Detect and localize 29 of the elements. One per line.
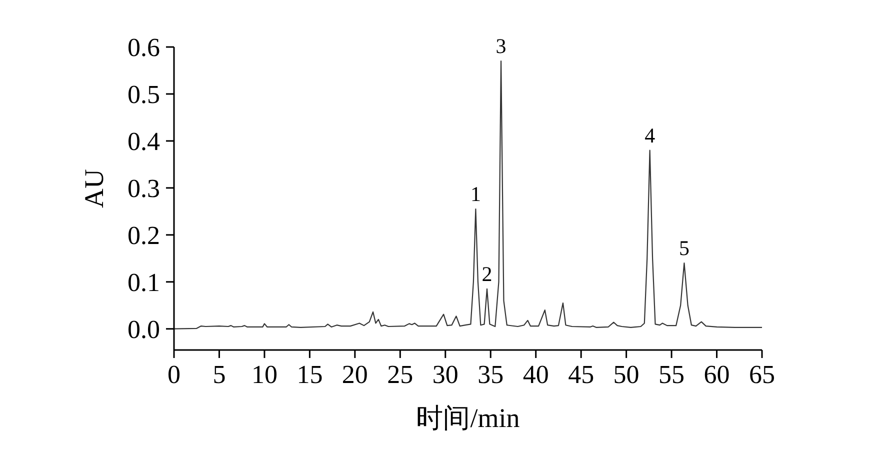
x-tick-label: 15 [296,360,323,389]
x-tick-label: 0 [168,360,180,389]
y-tick-label: 0.3 [128,174,160,203]
y-tick-label: 0.5 [128,80,160,109]
line-series [173,60,763,330]
x-tick-label: 45 [568,360,594,389]
annotation: 2 [482,262,492,286]
y-tick-label: 0.1 [128,268,160,297]
annotation: 5 [678,236,690,260]
x-tick-label: 60 [704,360,730,389]
x-tick-label: 30 [432,360,458,389]
x-tick-label: 10 [251,360,278,389]
x-tick-label: 25 [387,360,414,389]
x-tick-label: 35 [478,360,504,389]
y-axis-title: AU [79,169,109,208]
x-tick-label: 5 [212,360,226,389]
annotation: 3 [496,34,506,58]
y-tick-label: 0.4 [128,126,160,156]
annotation: 1 [470,182,481,206]
y-tick-label: 0.6 [128,33,160,62]
y-tick-label: 0.0 [128,314,160,344]
x-tick-label: 65 [749,360,775,389]
x-axis-title: 时间/min [416,403,520,433]
x-tick-label: 50 [613,360,640,389]
annotation: 4 [644,123,656,148]
x-tick-label: 55 [658,360,685,389]
x-tick-label: 40 [522,360,549,389]
x-tick-label: 20 [342,360,368,389]
y-tick-label: 0.2 [128,220,160,250]
